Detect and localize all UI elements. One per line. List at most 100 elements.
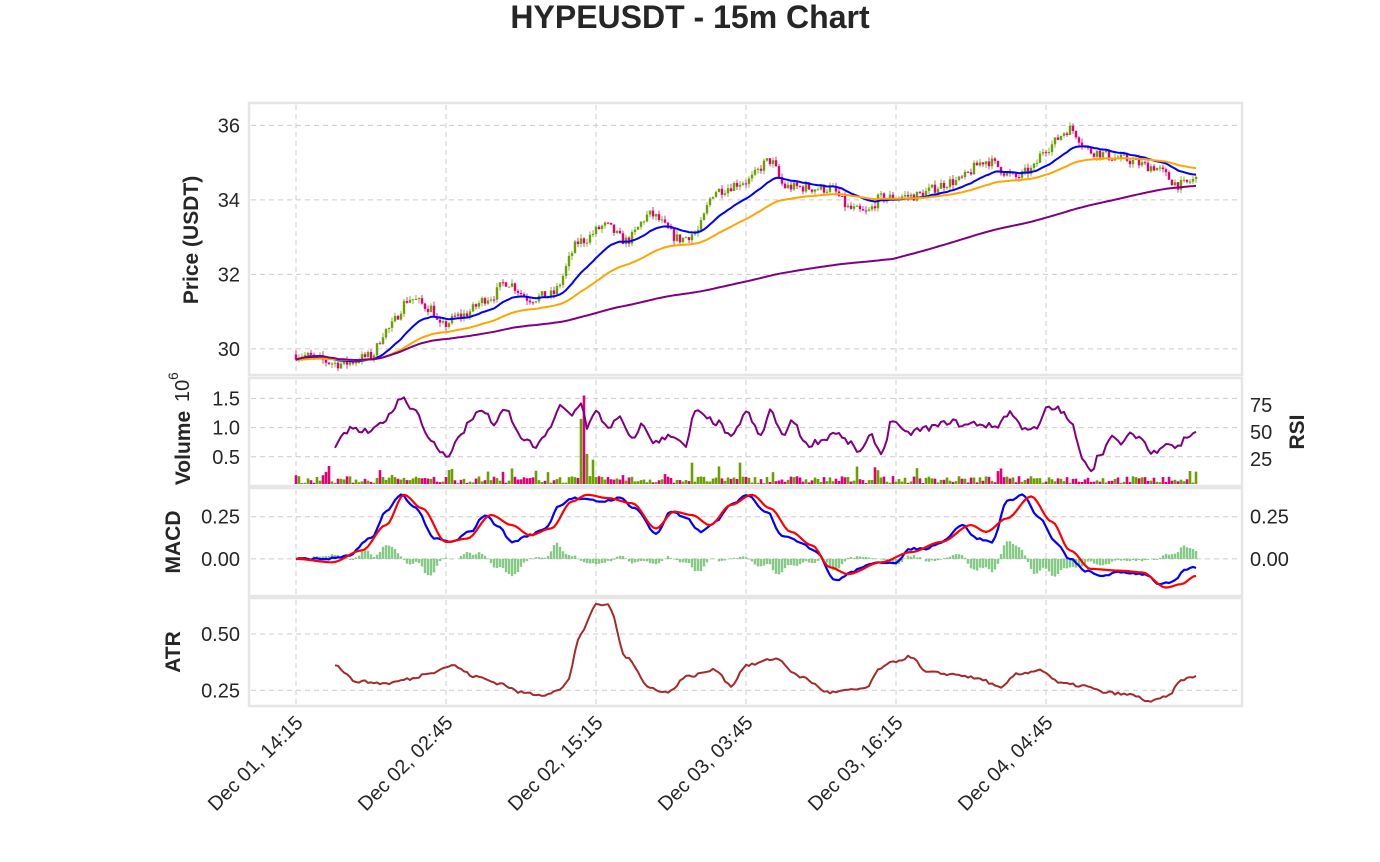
candle-body	[495, 287, 499, 300]
candle-body	[1164, 169, 1168, 173]
candle-body	[1128, 160, 1132, 165]
volume-bar	[324, 471, 328, 484]
macd-hist-bar	[912, 554, 916, 559]
macd-hist-bar	[1053, 558, 1057, 577]
candle-body	[762, 160, 766, 171]
macd-hist-bar	[1167, 554, 1171, 559]
macd-hist-bar	[459, 555, 463, 559]
candle-body	[903, 195, 907, 197]
volume-bar	[753, 477, 757, 484]
macd-hist-bar	[861, 557, 865, 559]
candle-body	[804, 183, 808, 192]
volume-bar	[450, 468, 454, 484]
macd-hist-bar	[675, 558, 679, 561]
rsi-tick-label: 50	[1250, 422, 1272, 444]
volume-bar	[582, 395, 586, 484]
candle-body	[978, 162, 982, 166]
candle-body	[600, 225, 604, 229]
volume-bar	[888, 482, 892, 484]
macd-hist-bar	[729, 558, 733, 559]
candle-body	[1191, 178, 1195, 182]
macd-hist-bar	[513, 558, 517, 575]
volume-bar	[1152, 477, 1156, 484]
macd-hist-bar	[1101, 558, 1105, 566]
x-tick-label: Dec 03, 03:45	[654, 712, 758, 816]
volume-bar	[1107, 480, 1111, 484]
candle-body	[561, 275, 565, 285]
volume-bar	[894, 481, 898, 484]
candle-body	[870, 206, 874, 210]
volume-bar	[294, 475, 298, 484]
volume-bar	[642, 479, 646, 484]
candle-body	[1146, 162, 1150, 172]
volume-bar	[798, 477, 802, 484]
macd-hist-bar	[792, 558, 796, 566]
volume-bar	[306, 478, 310, 484]
candle-body	[816, 189, 820, 191]
volume-bar	[549, 482, 553, 484]
volume-bar	[960, 478, 964, 484]
macd-hist-bar	[654, 558, 658, 565]
volume-bar	[1119, 482, 1123, 484]
candle-body	[513, 283, 517, 291]
volume-bar	[693, 481, 697, 484]
macd-hist-bar	[1098, 558, 1102, 566]
macd-hist-bar	[546, 556, 550, 559]
macd-hist-bar	[1191, 549, 1195, 559]
volume-bar	[708, 481, 712, 484]
macd-hist-bar	[609, 558, 613, 562]
volume-bar	[1110, 480, 1114, 484]
volume-bar	[357, 482, 361, 484]
macd-hist-bar	[345, 558, 349, 559]
macd-hist-bar	[849, 556, 853, 559]
volume-bar	[456, 482, 460, 484]
volume-bar	[666, 476, 670, 484]
volume-bar	[870, 479, 874, 484]
macd-hist-bar	[396, 553, 400, 559]
macd-hist-bar	[360, 551, 364, 559]
macd-hist-bar	[606, 558, 610, 561]
macd-hist-bar	[381, 546, 385, 559]
macd-hist-bar	[1017, 547, 1021, 559]
macd-hist-bar	[1026, 558, 1030, 563]
volume-bar	[1062, 481, 1066, 484]
volume-bar	[1188, 471, 1192, 484]
volume-bar	[921, 483, 925, 484]
candle-body	[330, 363, 334, 365]
candle-body	[729, 188, 733, 191]
volume-bar	[864, 483, 868, 484]
macd-hist-bar	[750, 558, 754, 562]
volume-bar	[909, 481, 913, 484]
candle-body	[843, 195, 847, 208]
macd-hist-bar	[1131, 558, 1135, 561]
macd-hist-bar	[831, 558, 835, 571]
candle-body	[945, 187, 949, 189]
price-tick-label: 36	[218, 115, 240, 137]
volume-bar	[543, 480, 547, 484]
volume-bar	[816, 478, 820, 484]
candle-body	[306, 352, 310, 356]
macd-hist-bar	[1152, 558, 1156, 560]
candle-body	[1044, 152, 1048, 154]
macd-hist-bar	[624, 558, 628, 559]
volume-exponent-power: 6	[165, 372, 181, 380]
candle-body	[1071, 125, 1075, 131]
candle-body	[810, 189, 814, 192]
macd-hist-bar	[735, 558, 739, 559]
candle-body	[684, 237, 688, 239]
candle-body	[798, 186, 802, 188]
volume-bar	[525, 478, 529, 484]
macd-hist-bar	[717, 558, 721, 562]
candle-body	[720, 188, 724, 195]
volume-bar	[567, 477, 571, 484]
volume-bar	[330, 481, 334, 484]
macd-hist-bar	[975, 558, 979, 571]
volume-bar	[480, 481, 484, 484]
volume-bar	[390, 474, 394, 484]
candle-body	[795, 182, 799, 187]
macd-hist-bar	[801, 558, 805, 563]
macd-hist-bar	[795, 558, 799, 566]
macd-hist-bar	[681, 558, 685, 563]
candle-body	[711, 196, 715, 199]
volume-bar	[393, 477, 397, 484]
